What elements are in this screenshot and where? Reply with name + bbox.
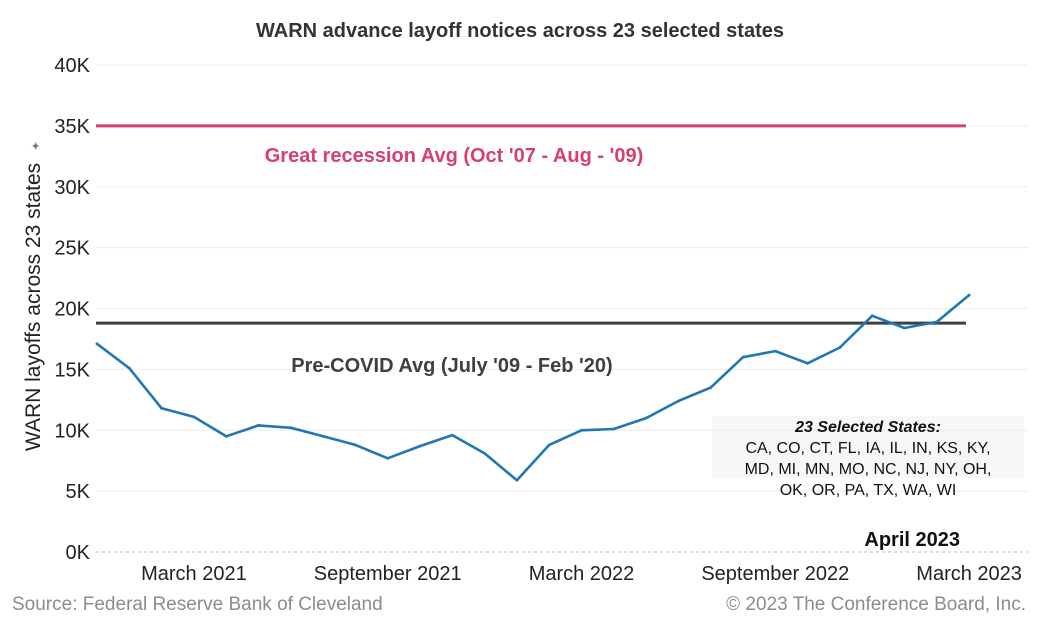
series-layer — [95, 293, 971, 482]
data-point — [418, 444, 422, 448]
states-legend-line-2: MD, MI, MN, MO, NC, NJ, NY, OH, — [745, 461, 992, 478]
y-axis-title: WARN layoffs across 23 states ✦ — [22, 141, 45, 451]
data-point — [580, 428, 583, 432]
states-legend-title: 23 Selected States: — [794, 419, 941, 436]
data-point — [321, 434, 325, 438]
data-point — [483, 451, 486, 455]
svg-text:WARN layoffs across 23 states: WARN layoffs across 23 states ✦ — [22, 141, 45, 451]
states-legend-line-3: OK, OR, PA, TX, WA, WI — [780, 482, 957, 499]
y-tick-label: 35K — [54, 116, 90, 138]
y-tick-label: 0K — [66, 542, 91, 564]
data-point — [773, 349, 777, 353]
data-point — [224, 434, 228, 438]
data-point — [160, 406, 164, 410]
states-legend: 23 Selected States: CA, CO, CT, FL, IA, … — [745, 419, 992, 499]
data-point — [967, 293, 971, 297]
y-tick-label: 30K — [54, 177, 90, 199]
data-point — [95, 342, 99, 346]
data-point — [677, 399, 680, 403]
data-point — [450, 433, 454, 437]
data-point — [354, 443, 357, 447]
data-point — [935, 320, 939, 324]
x-axis: March 2021 September 2021 March 2022 Septem… — [141, 563, 1022, 585]
y-axis: 0K 5K 10K 15K 20K 25K 30K 35K 40K — [54, 55, 90, 564]
y-tick-label: 15K — [54, 359, 90, 381]
data-point — [709, 386, 713, 390]
data-point — [806, 361, 809, 365]
x-tick-label: September 2021 — [314, 563, 462, 585]
data-point — [257, 423, 260, 427]
data-point — [838, 346, 842, 349]
source-note: Source: Federal Reserve Bank of Clevelan… — [12, 594, 383, 615]
x-tick-label: March 2023 — [916, 563, 1022, 585]
y-tick-label: 10K — [54, 420, 90, 442]
pre-covid-avg-label: Pre-COVID Avg (July '09 - Feb '20) — [291, 355, 612, 377]
data-point — [289, 426, 293, 430]
data-point — [547, 443, 551, 447]
data-point — [612, 427, 616, 431]
data-point — [192, 415, 196, 419]
x-tick-label: March 2022 — [529, 563, 635, 585]
chart-title: WARN advance layoff notices across 23 se… — [256, 20, 784, 42]
x-tick-label: March 2021 — [141, 563, 247, 585]
data-point — [127, 366, 131, 370]
great-recession-avg-label: Great recession Avg (Oct '07 - Aug - '09… — [265, 145, 644, 167]
y-tick-label: 5K — [66, 481, 91, 503]
data-point — [741, 355, 745, 359]
states-legend-line-1: CA, CO, CT, FL, IA, IL, IN, KS, KY, — [745, 440, 990, 457]
gridlines — [96, 64, 1028, 553]
pin-icon: ✦ — [29, 141, 43, 151]
x-tick-label: September 2022 — [701, 563, 849, 585]
y-tick-label: 40K — [54, 55, 90, 77]
data-point — [386, 456, 390, 460]
y-tick-label: 25K — [54, 238, 90, 260]
data-point — [644, 416, 648, 420]
data-point — [903, 326, 906, 330]
april-2023-annotation: April 2023 — [864, 529, 960, 551]
states-legend-box — [712, 416, 1024, 478]
copyright-note: © 2023 The Conference Board, Inc. — [726, 594, 1026, 615]
series-line-warn-layoffs — [95, 293, 971, 482]
reference-lines: Great recession Avg (Oct '07 - Aug - '09… — [96, 124, 966, 377]
y-axis-label: WARN layoffs across 23 states — [22, 163, 45, 451]
data-point — [515, 478, 519, 482]
y-tick-label: 20K — [54, 299, 90, 321]
data-point — [870, 314, 874, 318]
